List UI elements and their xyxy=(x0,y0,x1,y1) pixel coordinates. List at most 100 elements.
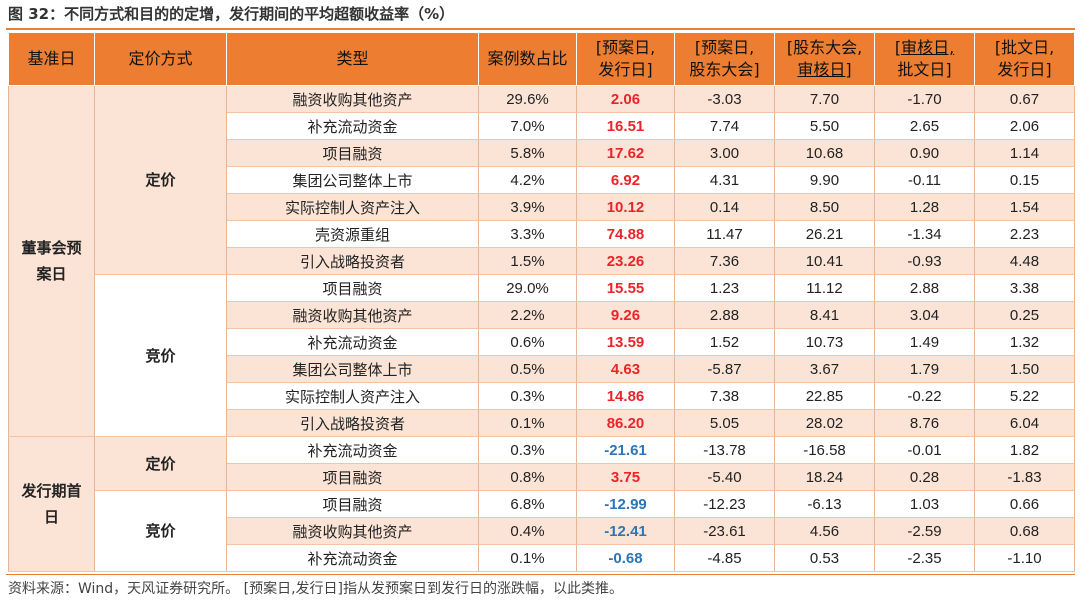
row-plan-to-issue: -0.68 xyxy=(576,544,675,572)
title-divider xyxy=(6,28,1075,30)
row-plan-to-meeting: -3.03 xyxy=(674,85,775,113)
row-plan-to-issue: 15.55 xyxy=(576,274,675,302)
row-type: 实际控制人资产注入 xyxy=(226,193,479,221)
row-share: 0.6% xyxy=(478,328,577,356)
row-plan-to-meeting: 7.74 xyxy=(674,112,775,140)
header-review-to-approval-line2: 批文日] xyxy=(897,60,952,79)
base-day-board-plan: 董事会预 案日 xyxy=(8,85,95,437)
row-type: 集团公司整体上市 xyxy=(226,355,479,383)
table-row: 项目融资 5.8% 17.62 3.00 10.68 0.90 1.14 xyxy=(9,139,1075,167)
row-review-to-approval: 0.90 xyxy=(874,139,975,167)
row-type: 集团公司整体上市 xyxy=(226,166,479,194)
base-day-issue-start-line1: 发行期首 xyxy=(21,482,82,500)
row-review-to-approval: 1.49 xyxy=(874,328,975,356)
row-meeting-to-review: 5.50 xyxy=(774,112,875,140)
header-base-day: 基准日 xyxy=(8,32,95,86)
pricing-method-bid: 竞价 xyxy=(94,490,227,572)
row-type: 项目融资 xyxy=(226,463,479,491)
table-row: 引入战略投资者 1.5% 23.26 7.36 10.41 -0.93 4.48 xyxy=(9,247,1075,275)
row-type: 项目融资 xyxy=(226,274,479,302)
table-row: 补充流动资金 7.0% 16.51 7.74 5.50 2.65 2.06 xyxy=(9,112,1075,140)
table-row: 实际控制人资产注入 0.3% 14.86 7.38 22.85 -0.22 5.22 xyxy=(9,382,1075,410)
table-row: 发行期首日定价 补充流动资金 0.3% -21.61 -13.78 -16.58 -0.01… xyxy=(8,436,1075,572)
header-approval-to-issue-line2: 发行日] xyxy=(997,60,1052,79)
row-type: 实际控制人资产注入 xyxy=(226,382,479,410)
row-approval-to-issue: 0.68 xyxy=(974,517,1075,545)
pricing-method-fixed: 定价 xyxy=(94,436,227,491)
row-plan-to-issue: 13.59 xyxy=(576,328,675,356)
header-meeting-to-review-line1: [股东大会, xyxy=(786,38,863,57)
row-plan-to-meeting: 0.14 xyxy=(674,193,775,221)
row-review-to-approval: -1.34 xyxy=(874,220,975,248)
row-approval-to-issue: 1.82 xyxy=(974,436,1075,464)
row-meeting-to-review: 8.41 xyxy=(774,301,875,329)
row-type: 融资收购其他资产 xyxy=(226,517,479,545)
header-type: 类型 xyxy=(226,32,479,86)
base-day-issue-start: 发行期首日 xyxy=(8,436,95,572)
header-approval-to-issue: [批文日, 发行日] xyxy=(974,32,1075,86)
header-row: 基准日 定价方式 类型 案例数占比 [预案日, 发行日] [预案日, 股东大会]… xyxy=(8,32,1075,86)
row-type: 项目融资 xyxy=(226,139,479,167)
row-plan-to-issue: 6.92 xyxy=(576,166,675,194)
header-share: 案例数占比 xyxy=(478,32,577,86)
row-meeting-to-review: 7.70 xyxy=(774,85,875,113)
row-plan-to-issue: -21.61 xyxy=(576,436,675,464)
row-meeting-to-review: 22.85 xyxy=(774,382,875,410)
header-plan-to-issue-line1: [预案日, xyxy=(595,38,656,57)
row-share: 0.1% xyxy=(478,409,577,437)
row-approval-to-issue: 1.54 xyxy=(974,193,1075,221)
row-share: 3.9% xyxy=(478,193,577,221)
row-meeting-to-review: 9.90 xyxy=(774,166,875,194)
pricing-method-bid: 竞价 xyxy=(94,274,227,437)
row-review-to-approval: 8.76 xyxy=(874,409,975,437)
base-day-issue-start-line2: 日 xyxy=(43,508,59,526)
row-approval-to-issue: 0.15 xyxy=(974,166,1075,194)
row-plan-to-meeting: 11.47 xyxy=(674,220,775,248)
row-share: 0.5% xyxy=(478,355,577,383)
table-row: 补充流动资金 0.1% -0.68 -4.85 0.53 -2.35 -1.10 xyxy=(9,544,1075,572)
row-approval-to-issue: 4.48 xyxy=(974,247,1075,275)
row-type: 项目融资 xyxy=(226,490,479,518)
row-review-to-approval: -0.93 xyxy=(874,247,975,275)
pricing-method-fixed: 定价 xyxy=(94,85,227,275)
row-review-to-approval: 0.28 xyxy=(874,463,975,491)
base-day-board-plan-line1: 董事会预 xyxy=(21,239,82,257)
row-plan-to-issue: 4.63 xyxy=(576,355,675,383)
row-approval-to-issue: 1.50 xyxy=(974,355,1075,383)
row-review-to-approval: -1.70 xyxy=(874,85,975,113)
table-row: 实际控制人资产注入 3.9% 10.12 0.14 8.50 1.28 1.54 xyxy=(9,193,1075,221)
row-share: 0.3% xyxy=(478,436,577,464)
row-share: 29.6% xyxy=(478,85,577,113)
header-pricing: 定价方式 xyxy=(94,32,227,86)
row-plan-to-issue: -12.99 xyxy=(576,490,675,518)
row-type: 引入战略投资者 xyxy=(226,247,479,275)
base-day-board-plan-line2: 案日 xyxy=(36,265,67,283)
row-review-to-approval: -2.35 xyxy=(874,544,975,572)
row-share: 0.4% xyxy=(478,517,577,545)
row-plan-to-meeting: -12.23 xyxy=(674,490,775,518)
row-plan-to-meeting: 1.23 xyxy=(674,274,775,302)
row-plan-to-issue: 16.51 xyxy=(576,112,675,140)
row-type: 融资收购其他资产 xyxy=(226,85,479,113)
row-plan-to-meeting: -5.40 xyxy=(674,463,775,491)
row-approval-to-issue: -1.83 xyxy=(974,463,1075,491)
row-meeting-to-review: 10.68 xyxy=(774,139,875,167)
row-type: 补充流动资金 xyxy=(226,544,479,572)
row-share: 2.2% xyxy=(478,301,577,329)
table-row: 融资收购其他资产 0.4% -12.41 -23.61 4.56 -2.59 0.68 xyxy=(9,517,1075,545)
row-plan-to-issue: 9.26 xyxy=(576,301,675,329)
header-plan-to-meeting-line1: [预案日, xyxy=(694,38,755,57)
row-plan-to-meeting: 7.38 xyxy=(674,382,775,410)
table-row: 引入战略投资者 0.1% 86.20 5.05 28.02 8.76 6.04 xyxy=(9,409,1075,437)
row-review-to-approval: 1.28 xyxy=(874,193,975,221)
row-review-to-approval: 1.79 xyxy=(874,355,975,383)
table-row: 竞价 项目融资 29.0% 15.55 1.23 11.12 2.88 3.38 xyxy=(9,274,1075,437)
row-meeting-to-review: -16.58 xyxy=(774,436,875,464)
table-row: 董事会预 案日 定价 融资收购其他资产 29.6% 2.06 -3.03 7.70 -1.70 0… xyxy=(8,85,1075,437)
row-review-to-approval: -2.59 xyxy=(874,517,975,545)
table-row: 壳资源重组 3.3% 74.88 11.47 26.21 -1.34 2.23 xyxy=(9,220,1075,248)
row-meeting-to-review: 3.67 xyxy=(774,355,875,383)
row-share: 6.8% xyxy=(478,490,577,518)
row-plan-to-meeting: 4.31 xyxy=(674,166,775,194)
header-plan-to-meeting-line2: 股东大会] xyxy=(689,60,760,79)
